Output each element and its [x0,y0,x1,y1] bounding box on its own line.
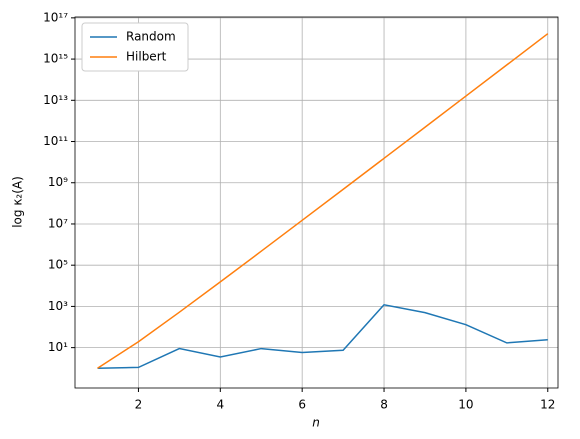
y-tick-label: 10¹³ [43,93,68,107]
legend-box [81,22,189,72]
x-tick-label: 10 [458,398,473,412]
legend-label: Hilbert [126,50,167,64]
line-series [97,33,549,369]
y-tick-label: 10¹⁷ [43,10,68,24]
x-tick-label: 8 [380,398,388,412]
y-tick-label: 10⁵ [48,258,68,272]
legend-label: Random [126,30,176,44]
x-tick-label: 6 [298,398,306,412]
line-series [97,303,548,369]
y-tick-label: 10⁷ [48,216,68,230]
y-tick-label: 10⁹ [48,175,68,189]
x-tick-label: 4 [216,398,224,412]
y-axis-label: log κ₂(A) [11,176,25,228]
plot-frame [74,16,559,389]
x-tick-label: 2 [135,398,143,412]
y-tick-label: 10³ [48,299,68,313]
y-tick-label: 10¹¹ [43,134,68,148]
y-tick-label: 10¹ [48,340,68,354]
x-axis-label: n [312,416,320,430]
y-tick-label: 10¹⁵ [43,52,68,66]
x-tick-label: 12 [540,398,555,412]
